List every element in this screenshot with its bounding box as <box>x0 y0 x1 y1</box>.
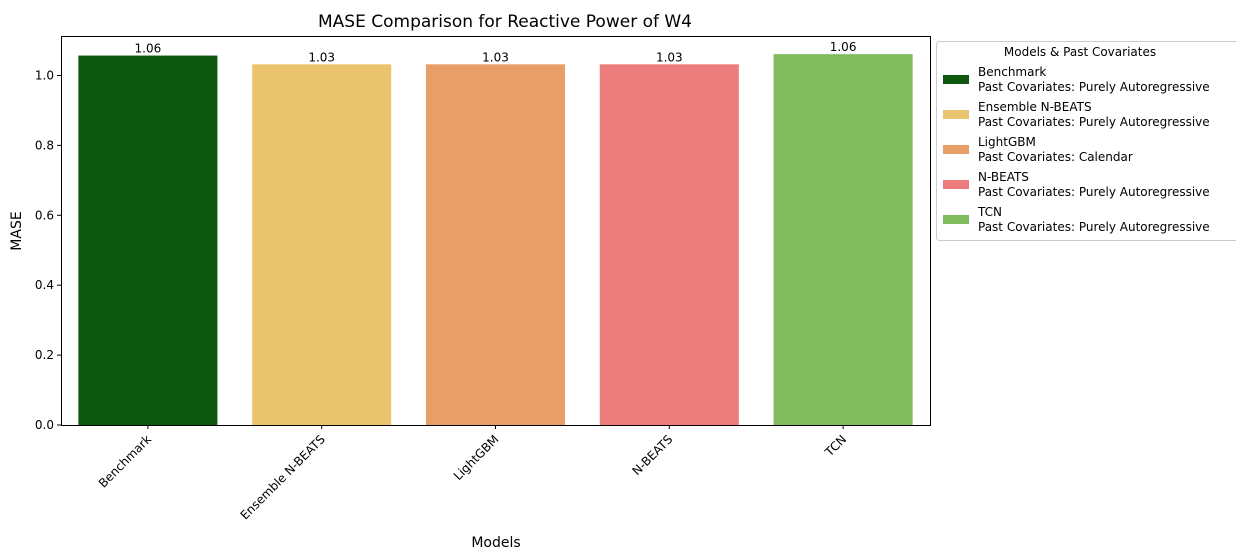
y-tick-label: 0.8 <box>35 138 54 152</box>
x-tick-label: N-BEATS <box>630 432 676 478</box>
y-axis: 0.0 0.2 0.4 0.6 0.8 1.0 <box>35 68 61 432</box>
legend-model-label: N-BEATS <box>978 170 1029 184</box>
y-tick-label: 0.0 <box>35 418 54 432</box>
y-tick-label: 0.4 <box>35 278 54 292</box>
bars-layer <box>78 54 913 426</box>
y-tick-label: 0.6 <box>35 208 54 222</box>
legend-model-label: Ensemble N-BEATS <box>978 100 1092 114</box>
data-labels-layer: 1.06 1.03 1.03 1.03 1.06 <box>135 40 857 64</box>
data-label: 1.03 <box>482 50 509 64</box>
x-axis-label: Models <box>471 535 520 550</box>
data-label: 1.06 <box>135 42 162 56</box>
legend-model-label: LightGBM <box>978 135 1036 149</box>
legend-model-label: Benchmark <box>978 65 1046 79</box>
legend-swatch <box>943 215 969 224</box>
legend-swatch <box>943 145 969 154</box>
x-tick-label: LightGBM <box>451 432 502 483</box>
bar <box>252 64 392 426</box>
x-tick-label: Benchmark <box>96 432 154 490</box>
bar <box>599 64 739 426</box>
plot-area-frame <box>61 36 931 426</box>
data-label: 1.03 <box>656 50 683 64</box>
legend-model-label: TCN <box>977 205 1002 219</box>
legend-swatch <box>943 110 969 119</box>
legend-swatch <box>943 180 969 189</box>
legend-title: Models & Past Covariates <box>1004 45 1156 59</box>
bar <box>773 54 913 425</box>
legend-swatch <box>943 75 969 84</box>
bar <box>78 55 218 425</box>
legend-frame <box>936 41 1236 241</box>
legend-covariates-label: Past Covariates: Calendar <box>978 150 1133 164</box>
y-axis-label: MASE <box>9 211 25 250</box>
legend-covariates-label: Past Covariates: Purely Autoregressive <box>978 80 1210 94</box>
data-label: 1.03 <box>308 50 335 64</box>
x-axis: Benchmark Ensemble N-BEATS LightGBM N-BEATS… <box>96 425 849 522</box>
chart-title: MASE Comparison for Reactive Power of W4 <box>318 12 692 32</box>
legend-covariates-label: Past Covariates: Purely Autoregressive <box>978 115 1210 129</box>
x-tick-label: TCN <box>822 432 850 460</box>
legend-covariates-label: Past Covariates: Purely Autoregressive <box>978 220 1210 234</box>
x-tick-label: Ensemble N-BEATS <box>238 432 328 522</box>
bar <box>425 64 566 426</box>
y-tick-label: 1.0 <box>35 68 54 82</box>
data-label: 1.06 <box>830 40 857 54</box>
legend-covariates-label: Past Covariates: Purely Autoregressive <box>978 185 1210 199</box>
y-tick-label: 0.2 <box>35 348 54 362</box>
